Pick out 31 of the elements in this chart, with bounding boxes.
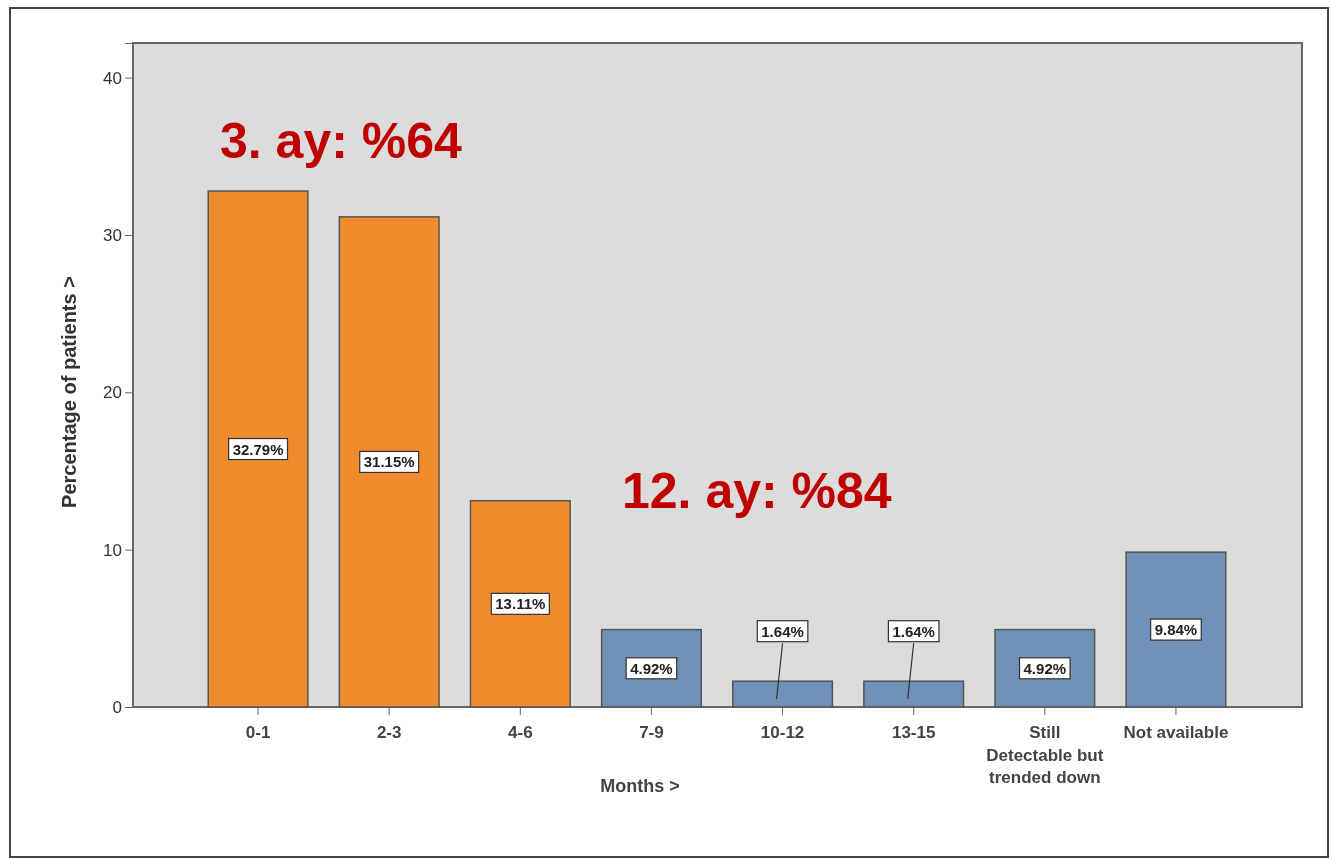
y-tick-label: 10 <box>103 540 122 560</box>
y-tick-label: 30 <box>103 225 122 245</box>
data-label: 9.84% <box>1154 621 1198 639</box>
data-label: 4.92% <box>630 659 673 677</box>
bar <box>207 190 309 708</box>
bar <box>469 499 571 708</box>
x-tick-label: 10-12 <box>760 723 805 743</box>
x-tick-label: 0-1 <box>245 723 271 743</box>
bar <box>338 216 440 708</box>
data-label: 4.92% <box>1023 659 1067 677</box>
data-label: 13.11% <box>495 595 546 613</box>
data-label: 32.79% <box>232 440 284 458</box>
x-axis-title: Months > <box>600 776 680 796</box>
x-tick-label: Not available <box>1123 723 1229 743</box>
y-tick-label: 0 <box>112 697 122 717</box>
y-tick-label: 20 <box>103 383 122 403</box>
x-tick-label: Still Detectable but trended down <box>986 723 1104 787</box>
bar <box>1125 551 1227 708</box>
bar <box>863 680 965 708</box>
x-tick-label: 2-3 <box>376 723 402 743</box>
data-label: 1.64% <box>761 622 804 640</box>
annotation: 12. ay: %84 <box>622 463 892 519</box>
x-tick-label: 4-6 <box>508 723 533 743</box>
annotation: 3. ay: %64 <box>220 113 463 169</box>
y-axis-title: Percentage of patients > <box>58 276 80 508</box>
data-label: 31.15% <box>363 453 415 471</box>
y-tick-label: 40 <box>103 68 122 88</box>
bar <box>731 680 834 708</box>
data-label: 1.64% <box>892 622 935 640</box>
x-tick-label: 7-9 <box>639 723 664 743</box>
x-tick-label: 13-15 <box>891 723 936 743</box>
